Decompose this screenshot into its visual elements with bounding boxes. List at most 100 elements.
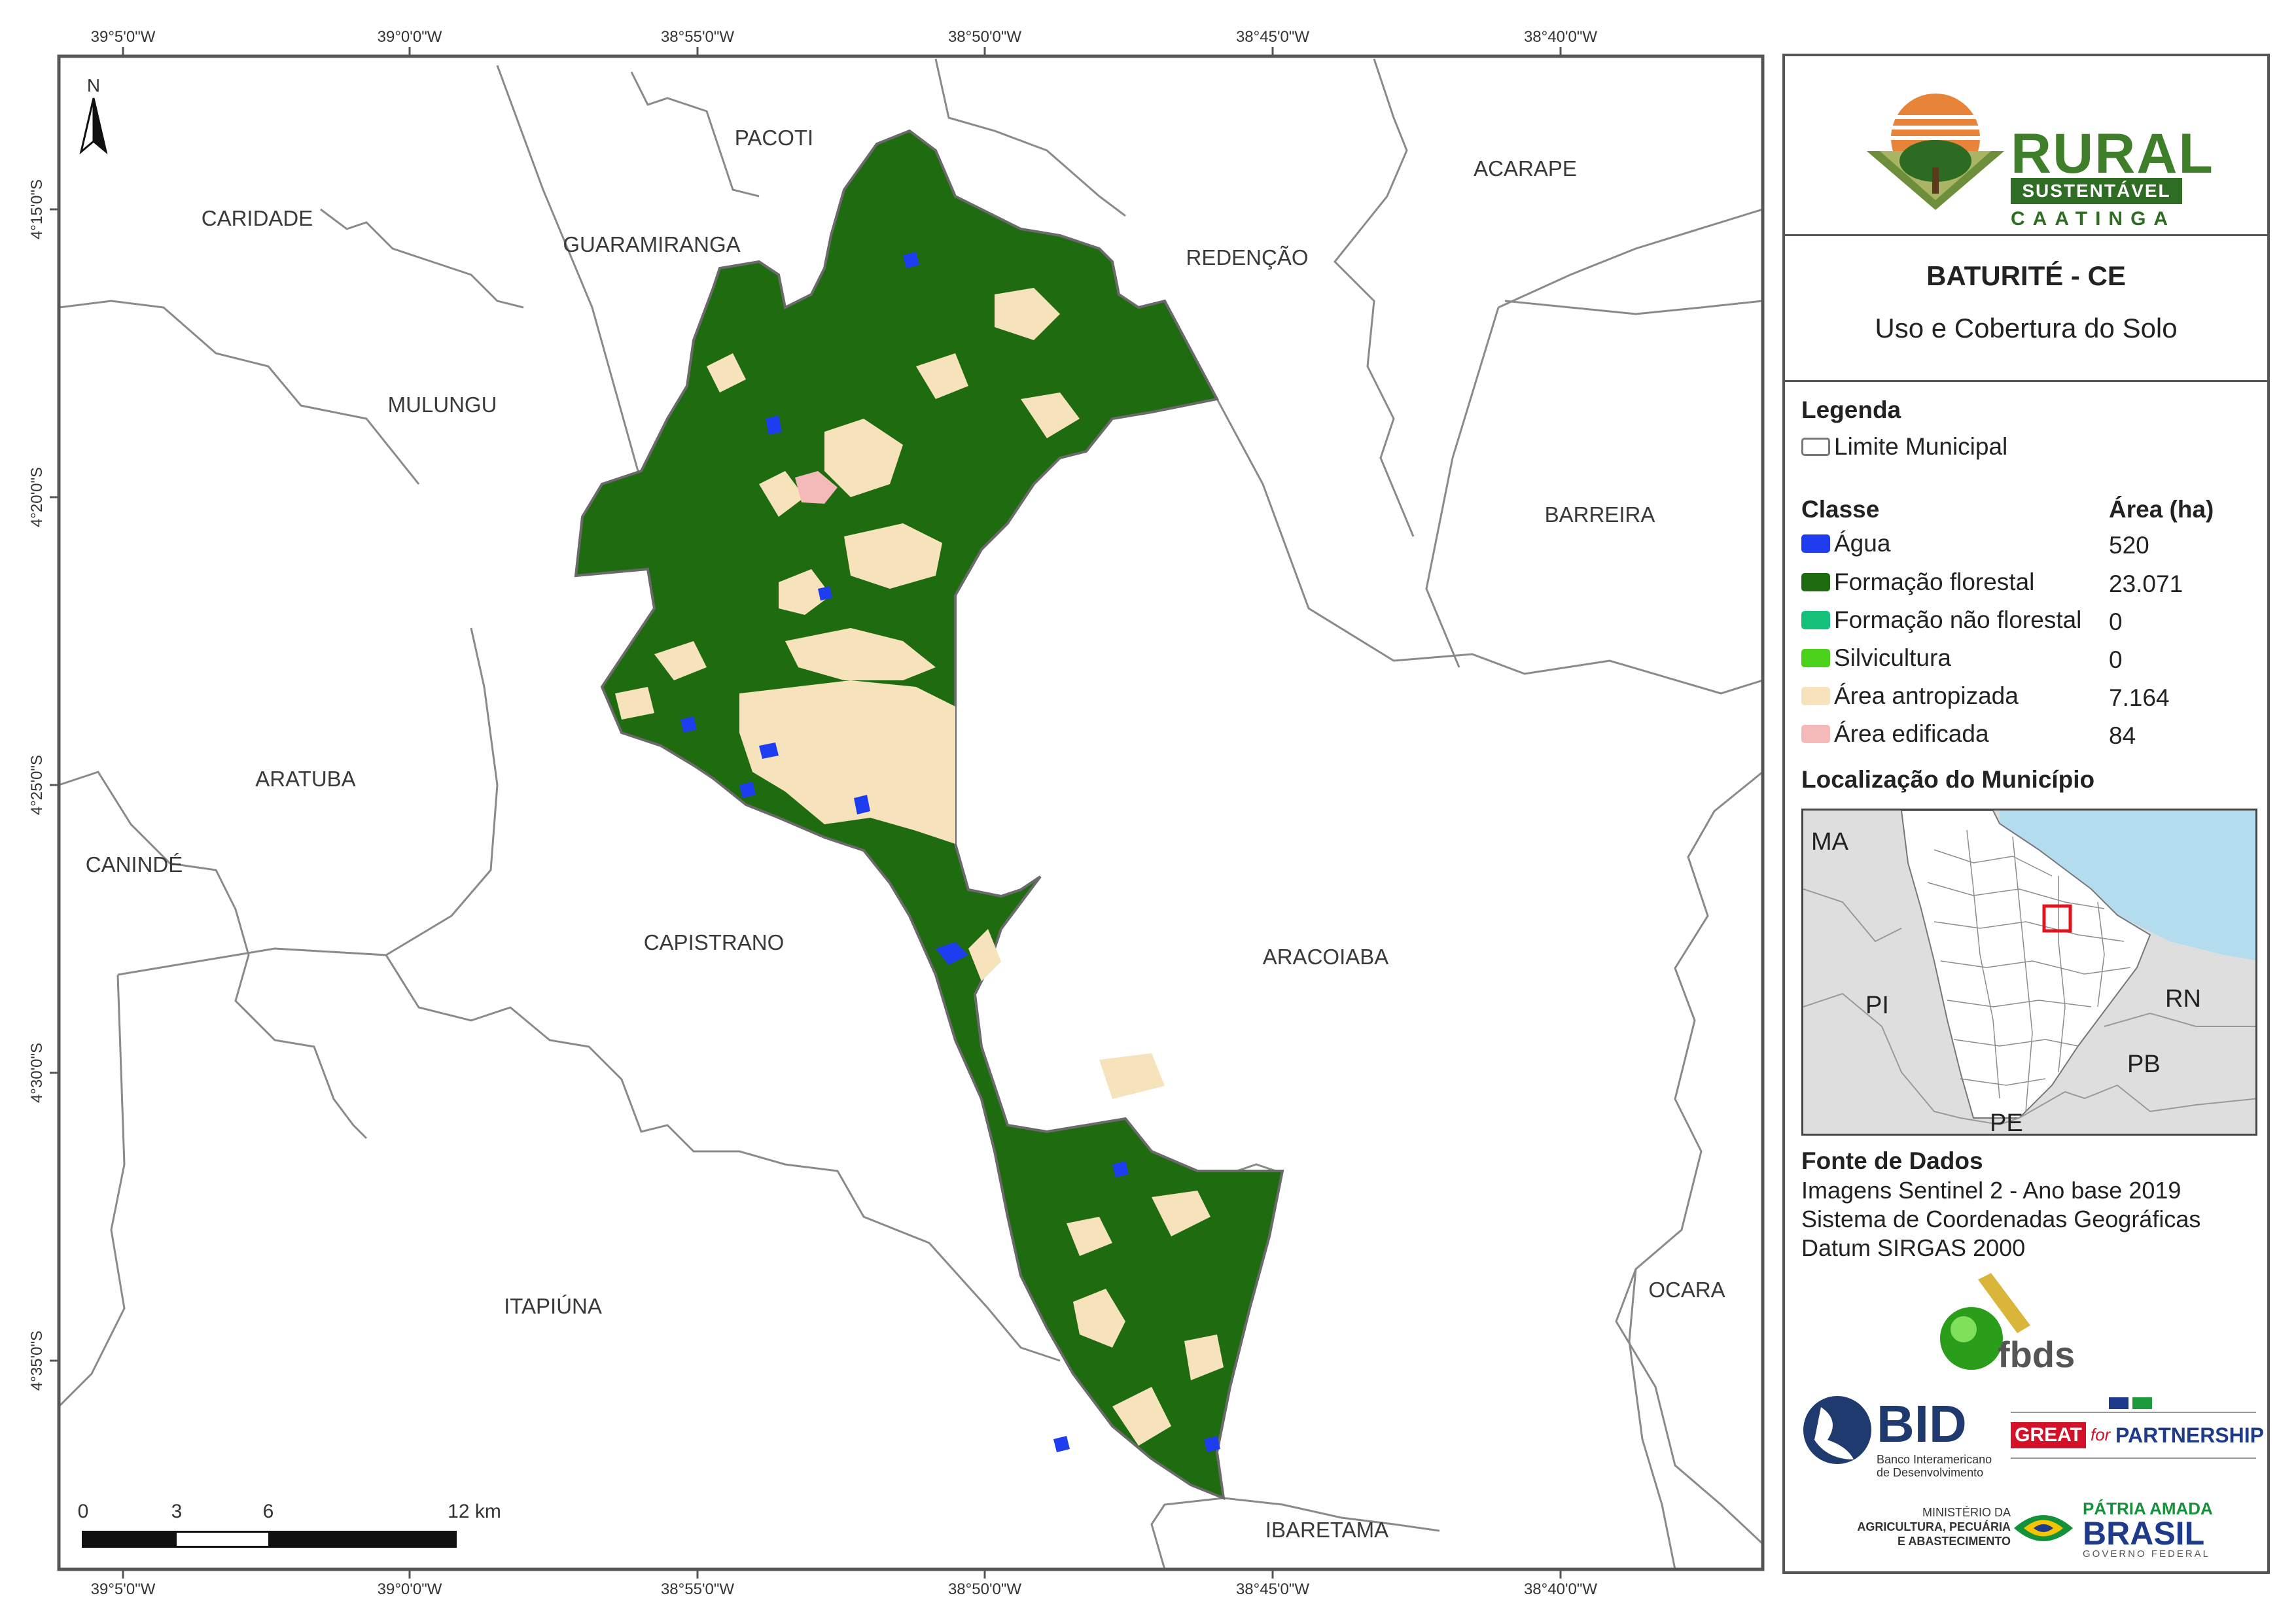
top-lon-label: 38°45'0"W — [1236, 28, 1309, 46]
rural-sustentavel-logo: RURAL SUSTENTÁVEL CAATINGA — [1785, 82, 2267, 239]
left-lat-label: 4°25'0"S — [28, 755, 46, 815]
label-caridade: CARIDADE — [202, 206, 313, 230]
north-arrow-label: N — [87, 75, 100, 96]
label-guaramiranga: GUARAMIRANGA — [563, 232, 740, 256]
swatch-agua — [1801, 534, 1830, 553]
top-coordinate-labels: 39°5'0"W 39°0'0"W 38°55'0"W 38°50'0"W 38… — [91, 28, 1598, 46]
legend-class-label: Silvicultura — [1834, 644, 1951, 671]
state-label-pi: PI — [1865, 992, 1889, 1019]
partnership-text: PARTNERSHIP — [2115, 1423, 2264, 1447]
legend-row-area-edificada: Área edificada — [1801, 720, 1989, 748]
fbds-text: fbds — [1998, 1334, 2075, 1375]
municipality-labels: CARIDADE PACOTI GUARAMIRANGA REDENÇÃO AC… — [86, 126, 1725, 1542]
top-lon-label: 38°40'0"W — [1524, 28, 1597, 46]
label-pacoti: PACOTI — [735, 126, 813, 150]
great-for-text: for — [2091, 1425, 2111, 1444]
source-line: Datum SIRGAS 2000 — [1801, 1234, 2026, 1261]
label-ocara: OCARA — [1648, 1278, 1725, 1302]
source-line: Imagens Sentinel 2 - Ano base 2019 — [1801, 1177, 2181, 1204]
great-text: GREAT — [2011, 1422, 2086, 1448]
map-title: BATURITÉ - CE — [1926, 260, 2126, 291]
map-frame — [57, 54, 1765, 1571]
swatch-formacao-florestal — [1801, 573, 1830, 591]
bid-logo: BID Banco Interamericano de Desenvolvime… — [1801, 1394, 1998, 1479]
legend-row-formacao-florestal: Formação florestal — [1801, 568, 2034, 597]
bottom-coordinate-labels: 39°5'0"W 39°0'0"W 38°55'0"W 38°50'0"W 38… — [91, 1580, 1598, 1598]
legend-boundary-row: Limite Municipal — [1801, 432, 2007, 461]
left-lat-label: 4°35'0"S — [28, 1331, 46, 1391]
brazil-emblem-icon — [2014, 1515, 2073, 1541]
label-caninde: CANINDÉ — [86, 852, 183, 877]
divider — [1785, 234, 2267, 236]
swatch-formacao-nao-florestal — [1801, 611, 1830, 629]
scale-label: 12 km — [448, 1501, 501, 1522]
legend-class-label: Área antropizada — [1834, 682, 2019, 709]
bottom-lon-label: 38°45'0"W — [1236, 1580, 1309, 1598]
state-label-ma: MA — [1811, 828, 1849, 856]
bid-text: BID — [1877, 1395, 1967, 1453]
bottom-lon-label: 39°0'0"W — [378, 1580, 442, 1598]
label-acarape: ACARAPE — [1474, 156, 1577, 181]
sources-heading: Fonte de Dados — [1801, 1147, 1983, 1174]
scale-label: 3 — [171, 1501, 183, 1522]
top-lon-label: 38°50'0"W — [948, 28, 1021, 46]
swatch-area-edificada — [1801, 725, 1830, 743]
location-heading: Localização do Município — [1801, 766, 2095, 793]
left-lat-label: 4°20'0"S — [28, 467, 46, 527]
scale-label: 0 — [78, 1501, 89, 1522]
label-redencao: REDENÇÃO — [1186, 245, 1308, 270]
inset-svg: MA PI RN PB PE — [1803, 811, 2255, 1136]
baturite-municipality — [574, 129, 1284, 1501]
bottom-lon-label: 39°5'0"W — [91, 1580, 156, 1598]
ministry-text-block: MINISTÉRIO DA AGRICULTURA, PECUÁRIA E AB… — [1801, 1505, 2011, 1558]
boundary-swatch — [1801, 438, 1830, 456]
governo-federal-text: GOVERNO FEDERAL — [2083, 1548, 2211, 1560]
built-area-patch — [795, 471, 838, 504]
label-itapiuna: ITAPIÚNA — [504, 1294, 602, 1318]
top-lon-label: 38°55'0"W — [661, 28, 734, 46]
legend-class-label: Água — [1834, 530, 1891, 557]
state-label-rn: RN — [2165, 985, 2201, 1013]
brasil-text: BRASIL — [2083, 1515, 2205, 1552]
state-label-pe: PE — [1990, 1109, 2023, 1136]
bid-subtitle-1: Banco Interamericano — [1877, 1453, 1992, 1466]
left-lat-label: 4°15'0"S — [28, 179, 46, 239]
label-capistrano: CAPISTRANO — [644, 930, 785, 954]
brazil-flag-icon — [2132, 1397, 2152, 1409]
bottom-lon-label: 38°40'0"W — [1524, 1580, 1597, 1598]
north-arrow: N — [79, 75, 108, 155]
legend-class-header: Classe — [1801, 496, 1880, 523]
top-lon-label: 39°0'0"W — [378, 28, 442, 46]
left-lat-label: 4°30'0"S — [28, 1043, 46, 1103]
ministry-line: AGRICULTURA, PECUÁRIA — [1857, 1520, 2011, 1533]
bottom-lon-label: 38°50'0"W — [948, 1580, 1021, 1598]
map-subtitle: Uso e Cobertura do Solo — [1875, 313, 2178, 343]
side-panel: RURAL SUSTENTÁVEL CAATINGA BATURITÉ - CE… — [1782, 54, 2270, 1574]
legend-class-label: Área edificada — [1834, 720, 1989, 747]
swatch-silvicultura — [1801, 649, 1830, 667]
legend-row-formacao-nao-florestal: Formação não florestal — [1801, 606, 2081, 635]
legend-row-silvicultura: Silvicultura — [1801, 644, 1951, 672]
legend-class-label: Formação não florestal — [1834, 606, 2082, 633]
divider — [1785, 380, 2267, 382]
legend-class-area: 7.164 — [2109, 684, 2170, 711]
top-lon-label: 39°5'0"W — [91, 28, 156, 46]
location-inset-map: MA PI RN PB PE — [1801, 809, 2257, 1136]
ministry-line: E ABASTECIMENTO — [1897, 1535, 2011, 1548]
scale-bar: 0 3 6 12 km — [78, 1501, 501, 1548]
municipal-boundaries — [59, 58, 1763, 1569]
label-barreira: BARREIRA — [1545, 502, 1655, 527]
legend-class-area: 23.071 — [2109, 570, 2183, 597]
rural-emblem-icon — [1867, 94, 2004, 210]
left-coordinate-labels: 4°15'0"S 4°20'0"S 4°25'0"S 4°30'0"S 4°35… — [28, 179, 46, 1391]
legend-class-area: 520 — [2109, 532, 2149, 559]
label-aracoiaba: ARACOIABA — [1263, 945, 1389, 969]
great-partnership-logo: GREAT for PARTNERSHIP — [2011, 1397, 2264, 1469]
legend-class-area: 0 — [2109, 646, 2123, 673]
fbds-emblem-icon — [1940, 1273, 2030, 1370]
patria-amada-brasil-logo: PÁTRIA AMADA BRASIL GOVERNO FEDERAL — [2011, 1499, 2253, 1560]
swatch-area-antropizada — [1801, 687, 1830, 705]
legend-boundary-label: Limite Municipal — [1834, 433, 2008, 460]
legend-class-area: 0 — [2109, 608, 2123, 635]
